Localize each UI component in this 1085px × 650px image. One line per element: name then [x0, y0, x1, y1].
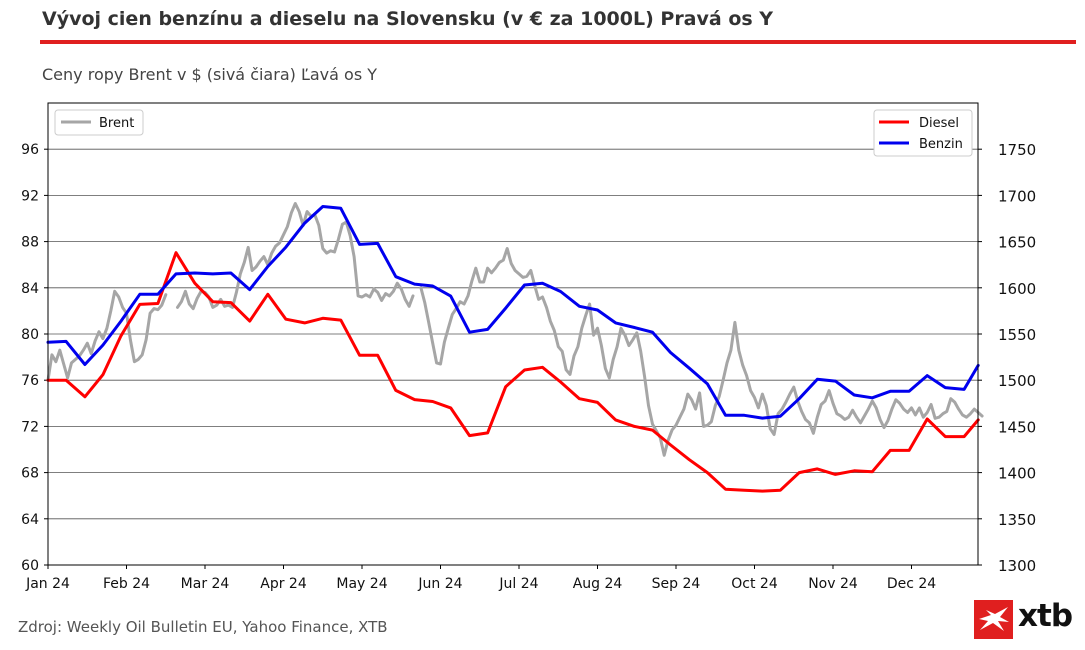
series-line-brent — [46, 202, 984, 457]
series-line-diesel — [46, 251, 980, 493]
y-left-tick-label: 60 — [21, 558, 39, 574]
y-right-tick-label: 1600 — [998, 280, 1036, 298]
xtb-logo-text: xtb — [1018, 598, 1073, 634]
y-right-tick-label: 1750 — [998, 141, 1036, 159]
y-left-tick-label: 64 — [21, 512, 39, 528]
x-tick-label: Sep 24 — [652, 576, 701, 592]
legend-label-brent: Brent — [99, 116, 134, 131]
y-right-tick-label: 1650 — [998, 234, 1036, 252]
y-left-tick-label: 88 — [21, 235, 39, 251]
legend-label-diesel: Diesel — [919, 116, 959, 131]
x-tick-label: Jun 24 — [417, 576, 462, 592]
series-line-benzin — [46, 205, 980, 420]
x-tick-label: Apr 24 — [260, 576, 307, 592]
chart-subtitle: Ceny ropy Brent v $ (sivá čiara) Ľavá os… — [42, 65, 378, 84]
y-right-tick-label: 1300 — [998, 557, 1036, 575]
y-right-tick-label: 1400 — [998, 465, 1036, 483]
x-tick-label: Feb 24 — [103, 576, 150, 592]
y-left-tick-label: 96 — [21, 142, 39, 158]
x-tick-label: Jan 24 — [25, 576, 70, 592]
legend-label-benzin: Benzin — [919, 137, 963, 152]
y-right-tick-label: 1550 — [998, 326, 1036, 344]
plot-frame — [47, 102, 979, 566]
y-left-tick-label: 72 — [21, 419, 39, 435]
y-right-tick-label: 1500 — [998, 372, 1036, 390]
legend-left-box — [54, 109, 144, 136]
y-right-tick-label: 1350 — [998, 511, 1036, 529]
x-tick-label: Jul 24 — [498, 576, 538, 592]
title-underline — [40, 40, 1076, 44]
y-left-tick-label: 84 — [21, 281, 39, 297]
y-left-tick-label: 68 — [21, 466, 39, 482]
y-right-tick-label: 1450 — [998, 418, 1036, 436]
xtb-logo-mark — [974, 600, 1013, 639]
x-tick-label: Mar 24 — [181, 576, 230, 592]
y-left-tick-label: 80 — [21, 327, 39, 343]
x-tick-label: Nov 24 — [808, 576, 858, 592]
x-tick-label: Aug 24 — [573, 576, 623, 592]
y-left-tick-label: 76 — [21, 373, 39, 389]
x-tick-label: Oct 24 — [731, 576, 778, 592]
x-tick-label: May 24 — [336, 576, 387, 592]
y-right-tick-label: 1700 — [998, 187, 1036, 205]
chart-title: Vývoj cien benzínu a dieselu na Slovensk… — [42, 8, 774, 30]
x-tick-label: Dec 24 — [887, 576, 936, 592]
xtb-logo: xtb — [974, 598, 1078, 640]
y-left-tick-label: 92 — [21, 188, 39, 204]
source-note: Zdroj: Weekly Oil Bulletin EU, Yahoo Fin… — [18, 618, 388, 636]
